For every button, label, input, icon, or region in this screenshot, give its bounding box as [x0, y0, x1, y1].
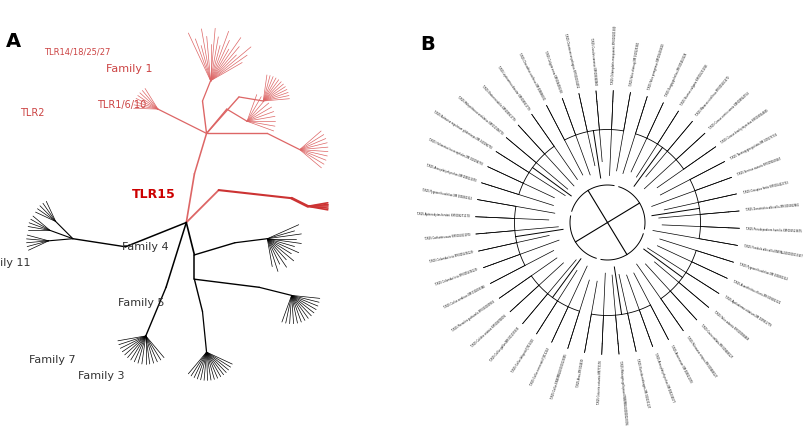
Text: TLR15 Nestor notabilis XM 009951779: TLR15 Nestor notabilis XM 009951779 — [480, 84, 516, 122]
Text: TLR15 Calidris cristata XM 009706095: TLR15 Calidris cristata XM 009706095 — [470, 314, 507, 349]
Text: TLR15 Balearica regulorum gibbericeps XM 010196770: TLR15 Balearica regulorum gibbericeps XM… — [432, 109, 492, 150]
Text: TLR15 Eurypyga helias XM 005453628: TLR15 Eurypyga helias XM 005453628 — [664, 53, 688, 98]
Text: TLR1/6/10: TLR1/6/10 — [97, 100, 146, 110]
Text: TLR15 Geospiza fortis XM 005422733: TLR15 Geospiza fortis XM 005422733 — [742, 181, 788, 194]
Text: TLR15 Columba livia XM 005476129: TLR15 Columba livia XM 005476129 — [434, 268, 479, 287]
Text: TLR15 Anser anser XM 005021070: TLR15 Anser anser XM 005021070 — [669, 344, 693, 384]
Text: TLR15 Gallus ENSEMBLG00000023095: TLR15 Gallus ENSEMBLG00000023095 — [550, 353, 568, 401]
Text: TLR15 Aptenodytes forsteri XM 009271170: TLR15 Aptenodytes forsteri XM 009271170 — [416, 212, 470, 218]
Text: TLR15 Cuculus canorus XM 009360965: TLR15 Cuculus canorus XM 009360965 — [589, 36, 598, 85]
Text: TLR15 Callus serbicus XM 010208386: TLR15 Callus serbicus XM 010208386 — [442, 284, 486, 310]
Text: Family 7: Family 7 — [29, 355, 76, 365]
Text: Family 11: Family 11 — [0, 258, 31, 268]
Text: TLR15 Apaloderma vittatum XM 009951779: TLR15 Apaloderma vittatum XM 009951779 — [723, 295, 771, 328]
Text: TLR15 Numida meleagris XM 010231127: TLR15 Numida meleagris XM 010231127 — [635, 357, 650, 408]
Text: TLR15 Sturnus vulgaris XM 005231016: TLR15 Sturnus vulgaris XM 005231016 — [680, 64, 710, 107]
Text: TLR15 Corvus brachyrhynchos XM 008924845: TLR15 Corvus brachyrhynchos XM 008924845 — [719, 109, 769, 145]
Text: TLR14/18/25/27: TLR14/18/25/27 — [44, 48, 110, 57]
Text: TLR15 Falco odontis XM 000988469: TLR15 Falco odontis XM 000988469 — [712, 310, 748, 341]
Text: TLR15 Anas platyrhynchos XM 005234577: TLR15 Anas platyrhynchos XM 005234577 — [653, 352, 675, 403]
Text: TLR15 Haliaeetus leucocephalus XM 010196770: TLR15 Haliaeetus leucocephalus XM 010196… — [427, 137, 484, 166]
Text: TLR15 Melopsittacus undulatus XM 010196770: TLR15 Melopsittacus undulatus XM 0101967… — [455, 95, 503, 135]
Text: TLR15 Pterocles gutturalis XM 010009978: TLR15 Pterocles gutturalis XM 010009978 — [450, 300, 496, 333]
Text: TLR15 Chaetocercus pelagica XM 010004652: TLR15 Chaetocercus pelagica XM 010004652 — [564, 32, 580, 88]
Text: TLR15 Chlamydotis macqueenii XM 010201300: TLR15 Chlamydotis macqueenii XM 01020130… — [612, 25, 618, 85]
Text: Family 4: Family 4 — [122, 242, 169, 252]
Text: A: A — [6, 32, 21, 51]
Text: TLR15 Zonotrichia albicollis XM 005382861: TLR15 Zonotrichia albicollis XM 00538286… — [745, 204, 799, 212]
Text: TLR15 Meleagris gallopavo ENSEMBLG00000023095: TLR15 Meleagris gallopavo ENSEMBLG000000… — [617, 360, 627, 425]
Text: TLR15 Gallus gallus NM 001037835: TLR15 Gallus gallus NM 001037835 — [488, 327, 520, 364]
Text: TLR15 Pygoscelis adeliae XM 009282322: TLR15 Pygoscelis adeliae XM 009282322 — [421, 188, 472, 201]
Text: Family 1: Family 1 — [106, 64, 153, 73]
Text: TLR15 Gallus lafayetti FJ913220: TLR15 Gallus lafayetti FJ913220 — [510, 338, 535, 374]
Text: TLR15 Manacus vitellinus XM 005451670: TLR15 Manacus vitellinus XM 005451670 — [695, 76, 731, 118]
Text: TLR15 Pelecanus crispus XM 009488127: TLR15 Pelecanus crispus XM 009488127 — [685, 334, 717, 378]
Text: TLR15 Gavia stellata XM 009488127: TLR15 Gavia stellata XM 009488127 — [699, 323, 733, 359]
Text: TLR15 Coturnix coturnix HM773176: TLR15 Coturnix coturnix HM773176 — [598, 360, 603, 405]
Text: TLR15 Pygoscelis adeliae XM 009282322: TLR15 Pygoscelis adeliae XM 009282322 — [739, 262, 788, 281]
Text: TLR2: TLR2 — [20, 108, 45, 118]
Text: TLR15 Pseudopodices humilis XM 005523675: TLR15 Pseudopodices humilis XM 005523675 — [745, 227, 802, 233]
Text: TLR15 Cathartes aura XM 005021070: TLR15 Cathartes aura XM 005021070 — [424, 233, 470, 241]
Text: TLR15 Falco cherrug XM 010125380: TLR15 Falco cherrug XM 010125380 — [629, 42, 642, 87]
Text: TLR15 Corvus cornix cornix XM 009924754: TLR15 Corvus cornix cornix XM 009924754 — [708, 92, 750, 131]
Text: TLR15 Taeniopygia guttata XM 009173733: TLR15 Taeniopygia guttata XM 009173733 — [729, 133, 778, 161]
Text: Family 5: Family 5 — [118, 299, 165, 308]
Text: TLR15 Falco peregrinus XM 005435620: TLR15 Falco peregrinus XM 005435620 — [647, 44, 666, 92]
Text: B: B — [420, 35, 435, 54]
Text: TLR15 Gallus sonneratii FJ913243: TLR15 Gallus sonneratii FJ913243 — [530, 347, 551, 387]
Text: Family 3: Family 3 — [78, 372, 125, 381]
Text: TLR15 Charadrius vociferus XM 009886001: TLR15 Charadrius vociferus XM 009886001 — [518, 52, 546, 101]
Text: TLR15 Leptosomus discolor XM 009951779: TLR15 Leptosomus discolor XM 009951779 — [496, 65, 530, 111]
Text: TLR15 Anas XM 004630: TLR15 Anas XM 004630 — [577, 358, 586, 388]
Text: TLR15 Ficedula albicollis ENSFALG00000013347: TLR15 Ficedula albicollis ENSFALG0000001… — [743, 244, 803, 259]
Text: TLR15 Acanthisitta chloris XM 009282322: TLR15 Acanthisitta chloris XM 009282322 — [731, 279, 781, 305]
Text: TLR15 Serinus canaria XM 009169267: TLR15 Serinus canaria XM 009169267 — [736, 157, 782, 177]
Text: TLR15 Calypte anna XM 008493258: TLR15 Calypte anna XM 008493258 — [543, 50, 562, 93]
Text: TLR15 Columba livia XM 005476129: TLR15 Columba livia XM 005476129 — [428, 251, 473, 264]
Text: TLR15: TLR15 — [132, 188, 176, 201]
Text: TLR15 Anas platyrhynchos XM 005021070: TLR15 Anas platyrhynchos XM 005021070 — [425, 163, 476, 183]
